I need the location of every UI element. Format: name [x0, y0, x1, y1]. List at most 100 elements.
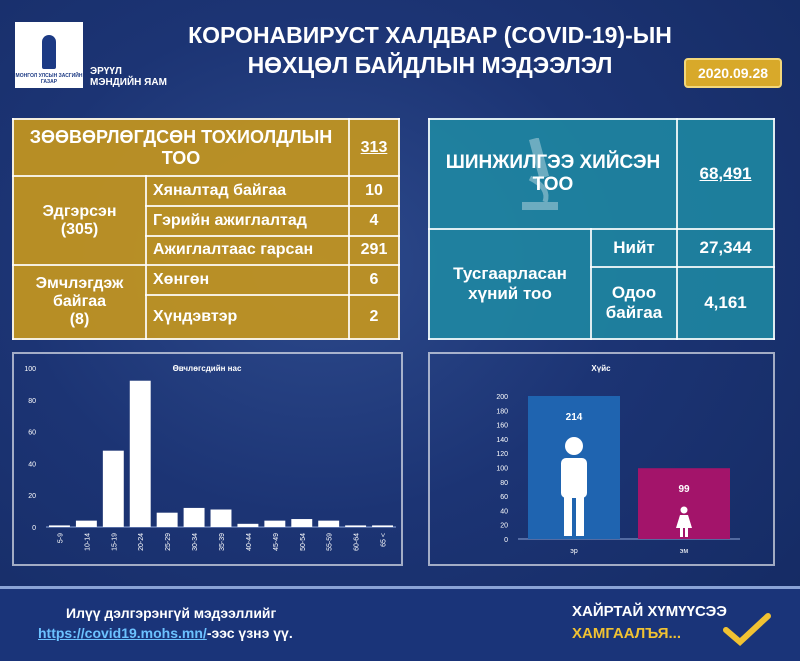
x-tick-label: 5-9 [57, 533, 64, 543]
x-tick-label: 35-39 [219, 533, 226, 551]
gender-chart-svg: Хүйс 0 20 40 60 80 100 120 140 160 180 200 214 эр 99 эм [496, 364, 740, 555]
y-tick-label: 60 [28, 430, 36, 437]
row-value: 6 [348, 264, 400, 296]
recovered-count: (305) [60, 220, 99, 238]
website-link[interactable]: https://covid19.mohs.mn/ [38, 625, 207, 641]
x-tick-label: 40-44 [246, 533, 253, 551]
tests-label: ШИНЖИЛГЭЭ ХИЙСЭН ТОО [445, 152, 661, 195]
row-value: 291 [348, 234, 400, 267]
bar [264, 520, 286, 527]
checkmark-icon [723, 613, 771, 647]
title-line1: КОРОНАВИРУСТ ХАЛДВАР (COVID-19)-ЫН [188, 22, 672, 48]
footer-suffix: -ээс үзнэ үү. [206, 625, 293, 641]
data-label: 99 [678, 484, 690, 495]
date-badge: 2020.09.28 [684, 58, 782, 88]
recovered-cell: Эдгэрсэн (305) [12, 174, 147, 267]
total-cases-value: 313 [348, 118, 400, 177]
y-tick-label: 100 [496, 466, 508, 473]
soyombo-emblem-icon [42, 35, 56, 69]
footer-band [0, 586, 800, 661]
x-tick-label: 45-49 [273, 533, 280, 551]
cases-table: ЗӨӨВӨРЛӨГДСӨН ТОХИОЛДЛЫН ТОО 313 Эдгэрсэн… [12, 118, 400, 340]
x-tick-label: 20-24 [138, 533, 145, 551]
gender-chart: Хүйс 0 20 40 60 80 100 120 140 160 180 200 214 эр 99 эм [428, 352, 775, 566]
x-tick-label: 10-14 [84, 533, 91, 551]
government-logo: МОНГОЛ УЛСЫН ЗАСГИЙН ГАЗАР [15, 22, 83, 88]
y-tick-label: 80 [28, 398, 36, 405]
bar [183, 507, 205, 527]
age-chart-title: Өвчлөгсдийн нас [173, 364, 242, 373]
title-line2: НӨХЦӨЛ БАЙДЛЫН МЭДЭЭЛЭЛ [247, 52, 613, 78]
row-label: Хүндэвтэр [145, 294, 350, 340]
bar [237, 523, 259, 527]
y-tick-label: 180 [496, 408, 508, 415]
data-label: 214 [566, 412, 583, 423]
x-tick-label: 55-59 [327, 533, 334, 551]
row-label: Одоо байгаа [590, 265, 678, 341]
row-value: 10 [348, 175, 400, 207]
row-value: 4,161 [676, 265, 775, 341]
y-tick-label: 100 [24, 366, 36, 373]
treated-label: Эмчлэгдэж байгаа [35, 275, 124, 311]
x-tick-label: 50-54 [300, 533, 307, 551]
bar [129, 380, 151, 527]
row-label: Нийт [590, 228, 678, 268]
bar [291, 519, 313, 527]
bar [638, 468, 730, 539]
x-tick-label: 60-64 [354, 533, 361, 551]
slogan-line2: ХАМГААЛЪЯ... [572, 625, 682, 642]
row-value: 4 [348, 204, 400, 237]
x-tick-label: эм [680, 548, 689, 555]
age-chart-svg: Өвчлөгсдийн нас 0 20 40 60 80 100 5-9 10-14 15-19… [24, 364, 396, 551]
ministry-line1: ЭРҮҮЛ [90, 66, 122, 77]
row-label: Хяналтад байгаа [145, 175, 350, 207]
x-tick-label: 65 < [381, 533, 388, 547]
row-value: 2 [348, 294, 400, 340]
bar [345, 525, 367, 527]
row-label: Ажиглалтаас гарсан [145, 234, 350, 267]
ministry-name: ЭРҮҮЛ МЭНДИЙН ЯАМ [90, 66, 167, 88]
ministry-line2: МЭНДИЙН ЯАМ [90, 77, 167, 88]
isolated-label: Тусгаарласан хүний тоо [428, 228, 592, 340]
y-tick-label: 20 [28, 493, 36, 500]
y-tick-label: 200 [496, 394, 508, 401]
total-cases-label: ЗӨӨВӨРЛӨГДСӨН ТОХИОЛДЛЫН ТОО [12, 118, 350, 177]
y-tick-label: 140 [496, 437, 508, 444]
row-label: Хөнгөн [145, 264, 350, 296]
bar [372, 525, 393, 527]
footer-link-line: https://covid19.mohs.mn/-ээс үзнэ үү. [38, 625, 293, 641]
y-tick-label: 40 [28, 461, 36, 468]
bar [318, 520, 340, 527]
tests-value: 68,491 [676, 118, 775, 230]
age-chart: Өвчлөгсдийн нас 0 20 40 60 80 100 5-9 10-14 15-19… [12, 352, 403, 566]
bar [75, 520, 97, 527]
page-title: КОРОНАВИРУСТ ХАЛДВАР (COVID-19)-ЫН НӨХЦӨЛ… [160, 20, 700, 80]
bar [156, 512, 178, 527]
x-tick-label: 25-29 [165, 533, 172, 551]
gender-chart-title: Хүйс [591, 364, 611, 373]
tests-table: ШИНЖИЛГЭЭ ХИЙСЭН ТОО 68,491 Тусгаарласан … [428, 118, 775, 341]
x-tick-label: 15-19 [111, 533, 118, 551]
slogan-line1: ХАЙРТАЙ ХҮМҮҮСЭЭ [572, 603, 727, 620]
row-value: 27,344 [676, 228, 775, 268]
y-tick-label: 40 [500, 508, 508, 515]
bar [49, 525, 70, 527]
microscope-icon [522, 138, 558, 210]
y-tick-label: 120 [496, 451, 508, 458]
treated-count: (8) [69, 311, 90, 329]
row-label: Гэрийн ажиглалтад [145, 204, 350, 237]
y-tick-label: 20 [500, 523, 508, 530]
male-icon [561, 437, 587, 536]
x-tick-label: эр [570, 548, 578, 555]
treated-cell: Эмчлэгдэж байгаа (8) [12, 264, 147, 340]
recovered-label: Эдгэрсэн [42, 202, 117, 220]
x-tick-label: 30-34 [192, 533, 199, 551]
y-tick-label: 0 [32, 525, 36, 532]
female-icon [676, 506, 692, 537]
y-tick-label: 60 [500, 494, 508, 501]
tests-label-cell: ШИНЖИЛГЭЭ ХИЙСЭН ТОО [428, 118, 678, 230]
footer-info-text: Илүү дэлгэрэнгүй мэдээллийг [66, 605, 277, 621]
bar [210, 509, 232, 527]
logo-text: МОНГОЛ УЛСЫН ЗАСГИЙН ГАЗАР [15, 73, 83, 85]
bar [102, 450, 124, 527]
